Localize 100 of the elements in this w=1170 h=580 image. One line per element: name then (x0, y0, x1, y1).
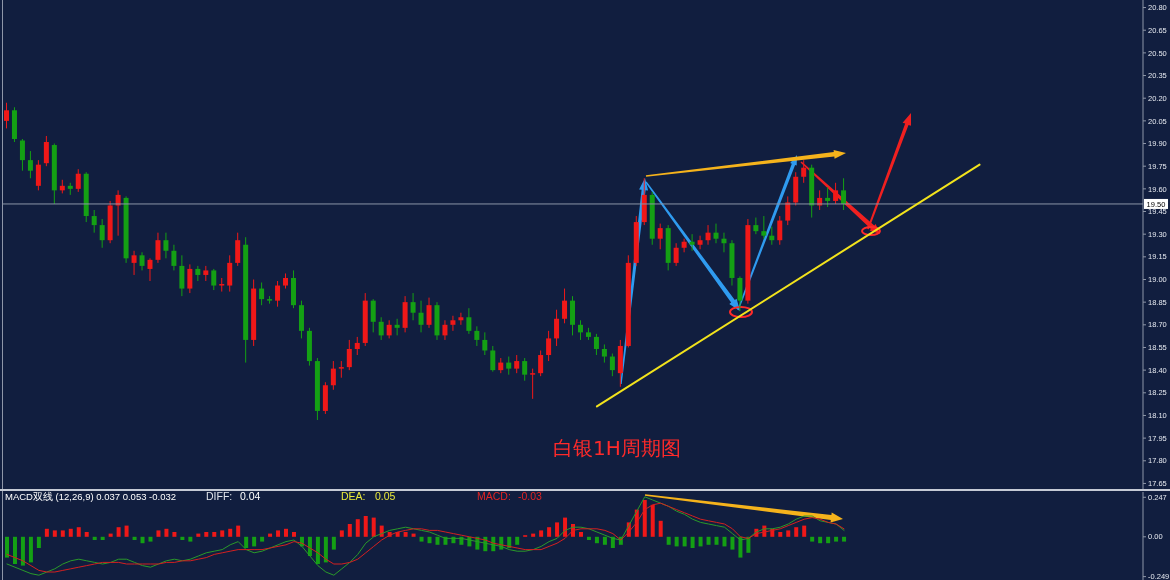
candlestick (474, 325, 480, 347)
bar (674, 536, 679, 547)
bar (204, 532, 209, 537)
bar (76, 527, 81, 537)
candlestick (43, 135, 49, 167)
bar (5, 536, 9, 558)
candlestick (825, 186, 831, 208)
bar (698, 536, 703, 547)
bar (196, 533, 201, 537)
annotation: MACD: (477, 490, 511, 503)
bar (714, 536, 719, 545)
bar (268, 533, 273, 537)
bar (730, 536, 735, 550)
bar (92, 536, 97, 540)
bar (331, 536, 336, 550)
bar (52, 530, 57, 537)
candlestick (171, 244, 177, 271)
candlestick (538, 350, 544, 377)
candlestick (91, 209, 97, 234)
bar (100, 536, 105, 540)
bar (746, 536, 751, 553)
bar (276, 530, 281, 537)
bar (339, 530, 344, 537)
bar (411, 533, 416, 537)
bar (722, 536, 727, 547)
candlestick (330, 360, 336, 391)
bar (810, 536, 815, 542)
candlestick (227, 254, 233, 293)
bar (20, 536, 25, 566)
candlestick (99, 218, 105, 249)
bar (658, 520, 663, 537)
candlestick (75, 168, 81, 193)
bar (84, 532, 89, 537)
bar (228, 528, 233, 537)
candlestick (163, 232, 169, 259)
candlestick (841, 177, 847, 211)
candlestick (418, 300, 424, 333)
bar (156, 530, 161, 537)
candlestick (139, 251, 145, 271)
bar (778, 532, 783, 537)
candlestick (705, 224, 711, 246)
bar (834, 536, 839, 542)
candlestick (490, 345, 496, 373)
bar (531, 533, 536, 537)
bar (220, 530, 225, 537)
bar (786, 530, 791, 537)
candlestick (785, 195, 791, 226)
candlestick (179, 254, 185, 297)
candlestick (522, 357, 528, 382)
annotation: -0.03 (518, 490, 542, 503)
bar (802, 525, 807, 537)
candlestick (593, 333, 599, 356)
bar (132, 536, 137, 540)
candlestick (211, 268, 217, 291)
bar (284, 528, 289, 537)
candlestick (530, 368, 536, 400)
candlestick (450, 315, 456, 332)
candlestick (609, 353, 615, 377)
bar (427, 536, 432, 544)
bar (666, 536, 671, 545)
candlestick (753, 217, 759, 235)
candlestick (697, 235, 703, 250)
bar (140, 536, 145, 544)
bar (842, 536, 847, 542)
bar (435, 536, 440, 545)
candlestick (689, 233, 695, 252)
bar (188, 536, 193, 542)
candlestick (713, 223, 719, 244)
annotation: 0.05 (375, 490, 396, 503)
bar (68, 528, 73, 537)
candlestick (601, 343, 607, 364)
candlestick (386, 319, 392, 339)
candlestick (4, 102, 9, 129)
candlestick (761, 215, 767, 240)
candlestick (577, 319, 583, 341)
bar (60, 530, 65, 537)
bar (403, 532, 408, 537)
bar (419, 536, 424, 542)
candlestick (506, 356, 512, 376)
candlestick (35, 159, 41, 191)
bar (515, 536, 520, 545)
bar (12, 536, 17, 564)
candlestick (378, 316, 384, 341)
candlestick (346, 339, 352, 371)
bar (291, 532, 296, 537)
candlestick (187, 263, 193, 294)
bar (738, 536, 743, 558)
bar (682, 536, 687, 547)
candlestick (426, 297, 432, 329)
candlestick (657, 223, 663, 250)
candlestick (410, 292, 416, 321)
bar (108, 533, 113, 537)
candlestick (275, 280, 281, 308)
bar (363, 516, 368, 537)
candlestick (482, 331, 488, 356)
bar (539, 530, 544, 537)
candlestick (370, 298, 376, 333)
bar (148, 536, 153, 542)
annotation: DEA: (341, 490, 366, 503)
bar (44, 528, 49, 537)
